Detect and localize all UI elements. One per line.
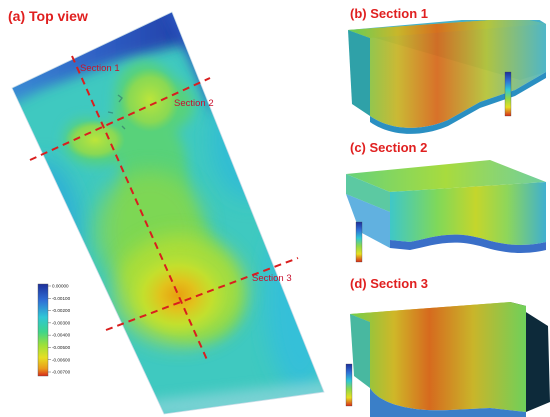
section2-title: (c) Section 2 bbox=[350, 140, 428, 155]
top-view-title: (a) Top view bbox=[8, 8, 88, 24]
section2-panel bbox=[346, 160, 546, 263]
section1-panel bbox=[348, 20, 546, 134]
section1-colorbar bbox=[504, 71, 512, 117]
section1-line-label: Section 1 bbox=[80, 63, 120, 74]
section3-line bbox=[105, 257, 299, 331]
colorbar-tick-label: -0.00600 bbox=[52, 357, 71, 362]
section2-line bbox=[29, 77, 211, 161]
colorbar-tick-label: 0.00000 bbox=[52, 284, 69, 289]
section3-colorbar bbox=[345, 363, 353, 407]
colorbar-tick-label: -0.00200 bbox=[52, 308, 71, 313]
colorbar-tick-label: -0.00500 bbox=[52, 345, 71, 350]
colorbar-tick-label: -0.00100 bbox=[52, 296, 71, 301]
colorbar-tick-label: -0.00700 bbox=[52, 370, 71, 375]
section1-title: (b) Section 1 bbox=[350, 6, 429, 21]
top-view-colorbar: 0.00000 -0.00100 -0.00200 -0.00300 -0.00400 -… bbox=[37, 284, 71, 377]
displacement-map bbox=[12, 12, 324, 414]
section3-line-label: Section 3 bbox=[252, 273, 292, 284]
colorbar-tick-label: -0.00300 bbox=[52, 320, 71, 325]
vertical-section-line bbox=[71, 55, 209, 363]
section2-colorbar bbox=[355, 221, 363, 263]
section3-title: (d) Section 3 bbox=[350, 276, 429, 291]
section-lines bbox=[29, 55, 299, 363]
section2-line-label: Section 2 bbox=[174, 98, 214, 109]
colorbar-tick-label: -0.00400 bbox=[52, 333, 71, 338]
section3-panel bbox=[345, 302, 550, 417]
